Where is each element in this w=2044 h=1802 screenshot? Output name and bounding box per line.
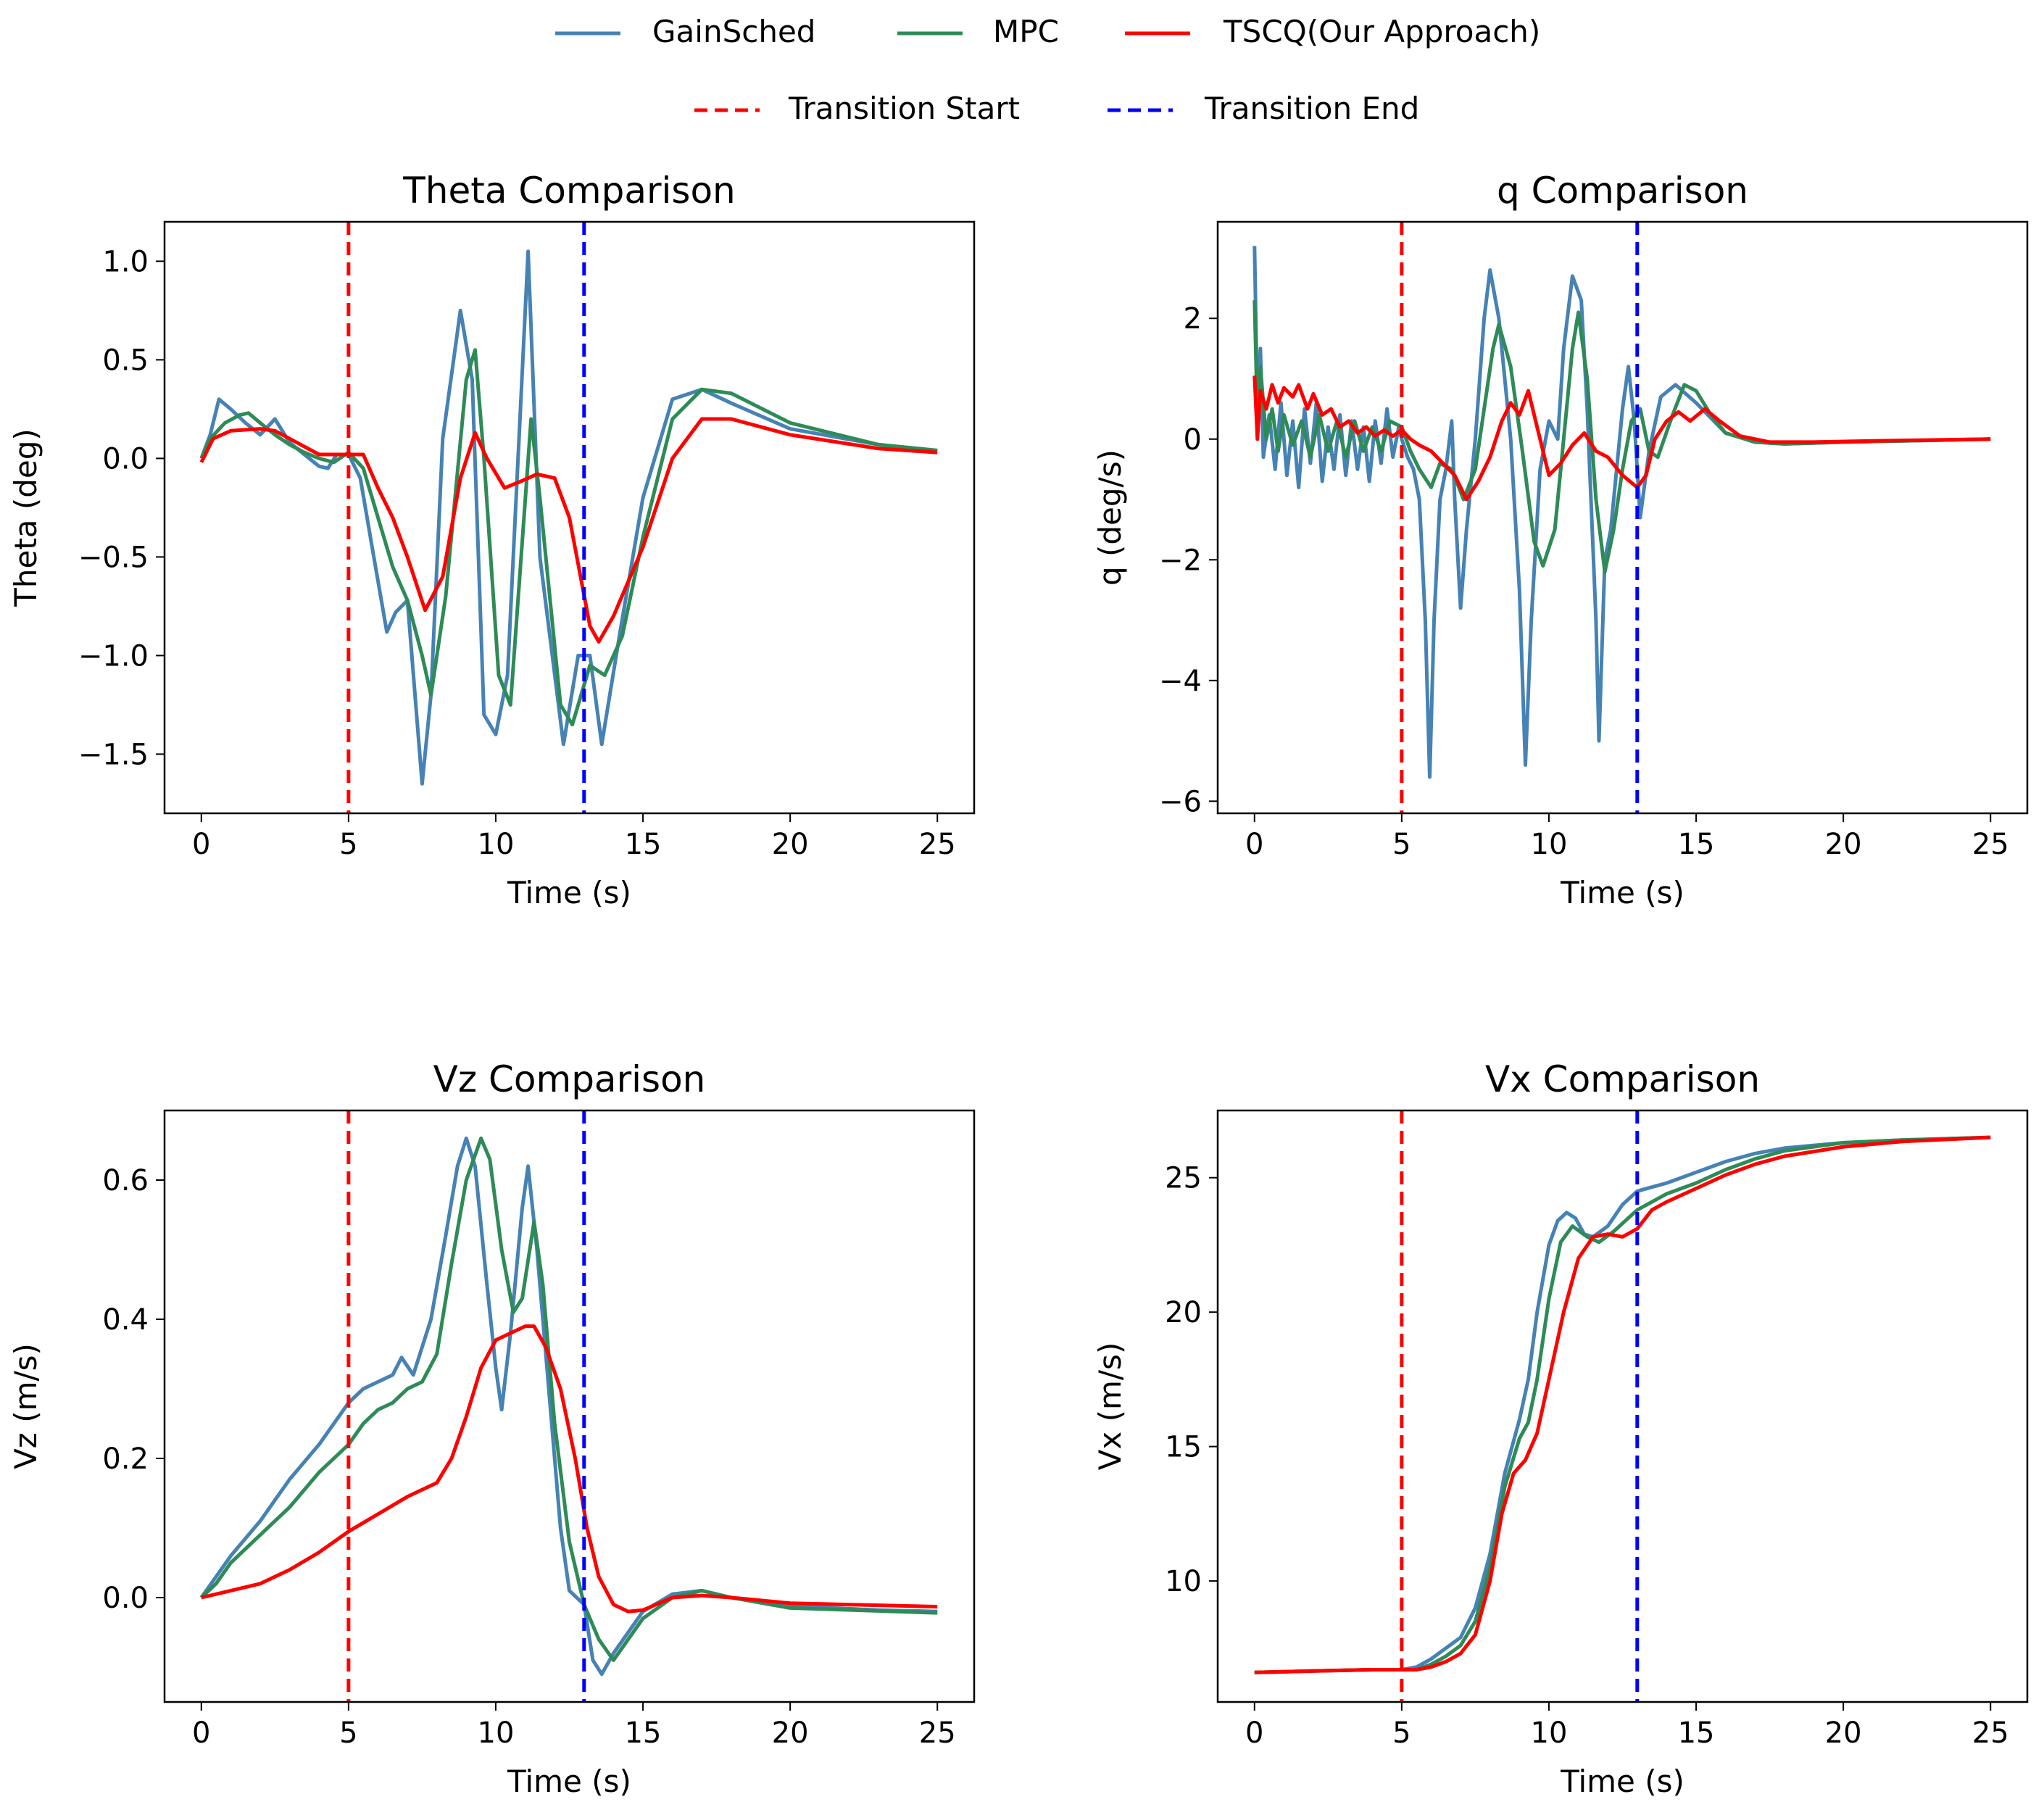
- vx-y-tick-label: 25: [1165, 1162, 1202, 1195]
- legend: GainSched MPC TSCQ(Our Approach) Transit…: [555, 14, 1540, 126]
- legend-label-tscq: TSCQ(Our Approach): [1223, 14, 1540, 49]
- vz-x-tick-label: 5: [339, 1716, 357, 1750]
- q-x-tick-label: 10: [1531, 828, 1568, 861]
- vx-x-tick-label: 25: [1972, 1716, 2009, 1750]
- vz-series-mpc: [200, 1136, 938, 1662]
- theta-x-tick-label: 10: [478, 828, 515, 861]
- legend-label-gainsched: GainSched: [652, 14, 815, 49]
- vx-x-tick-label: 0: [1245, 1716, 1263, 1750]
- q-y-tick-label: 0: [1184, 423, 1202, 457]
- vx-x-axis-label: Time (s): [1560, 1764, 1684, 1799]
- q-x-tick-label: 15: [1678, 828, 1715, 861]
- q-x-tick-label: 25: [1972, 828, 2009, 861]
- theta-y-tick-label: −0.5: [78, 541, 149, 574]
- q-axes-frame: [1216, 220, 2029, 815]
- vz-y-tick-label: 0.6: [102, 1164, 149, 1197]
- vx-y-tick-label: 15: [1165, 1431, 1202, 1464]
- q-y-tick-label: −2: [1159, 544, 1202, 577]
- vz-x-tick-label: 25: [919, 1716, 956, 1750]
- legend-item-transition-start: Transition Start: [694, 91, 1020, 126]
- vz-x-tick-label: 20: [772, 1716, 809, 1750]
- theta-x-tick-label: 0: [192, 828, 210, 861]
- subplot-vx: Vx Comparison 0 5 10 15 20 25 10 15 20 25 Time (s) V…: [1092, 1058, 2029, 1799]
- theta-chart-title: Theta Comparison: [402, 170, 736, 212]
- vx-series-tscq-our-approach: [1254, 1135, 1991, 1674]
- q-chart-title: q Comparison: [1497, 170, 1748, 212]
- q-y-axis-label: q (deg/s): [1092, 449, 1128, 586]
- theta-x-tick-label: 15: [625, 828, 662, 861]
- theta-y-tick-label: 1.0: [102, 245, 149, 278]
- theta-series-tscq-our-approach: [199, 417, 938, 644]
- vx-x-tick-label: 10: [1531, 1716, 1568, 1750]
- theta-y-tick-label: 0.5: [102, 344, 149, 377]
- legend-item-tscq: TSCQ(Our Approach): [1125, 14, 1540, 49]
- vx-x-tick-label: 20: [1825, 1716, 1862, 1750]
- vz-plot-area: [199, 1136, 938, 1677]
- q-x-tick-label: 20: [1825, 828, 1862, 861]
- legend-item-mpc: MPC: [897, 14, 1059, 49]
- subplot-vz: Vz Comparison 0 5 10 15 20 25 0.0 0.2 0.4 0.6 Time …: [8, 1058, 976, 1799]
- theta-x-tick-label: 5: [339, 828, 357, 861]
- q-y-tick-label: −6: [1159, 785, 1202, 818]
- vz-x-axis-label: Time (s): [507, 1764, 631, 1799]
- theta-y-tick-label: 0.0: [102, 442, 149, 476]
- vx-axes-frame: [1216, 1109, 2029, 1703]
- vz-y-axis-label: Vz (m/s): [8, 1343, 43, 1469]
- vz-y-tick-label: 0.0: [102, 1582, 149, 1615]
- theta-axes-frame: [163, 220, 976, 815]
- theta-plot-area: [199, 249, 938, 786]
- vz-y-tick-label: 0.4: [102, 1303, 149, 1337]
- vx-plot-area: [1254, 1135, 1991, 1674]
- vz-series-gainsched: [199, 1136, 938, 1677]
- q-y-tick-label: −4: [1159, 665, 1202, 698]
- legend-item-gainsched: GainSched: [555, 14, 815, 49]
- legend-label-transition-start: Transition Start: [788, 91, 1020, 126]
- q-x-axis-label: Time (s): [1560, 875, 1684, 910]
- theta-y-tick-label: −1.0: [78, 639, 149, 673]
- vx-y-tick-label: 20: [1165, 1296, 1202, 1329]
- q-plot-area: [1252, 246, 1991, 779]
- vx-chart-title: Vx Comparison: [1485, 1058, 1760, 1100]
- vz-y-tick-label: 0.2: [102, 1442, 149, 1476]
- legend-item-transition-end: Transition End: [1108, 91, 1419, 126]
- q-series-tscq-our-approach: [1252, 375, 1991, 502]
- legend-label-transition-end: Transition End: [1204, 91, 1419, 126]
- vx-series-gainsched: [1254, 1135, 1991, 1674]
- q-x-tick-label: 0: [1245, 828, 1263, 861]
- vx-y-axis-label: Vx (m/s): [1092, 1342, 1128, 1471]
- vz-x-tick-label: 10: [478, 1716, 515, 1750]
- theta-y-tick-label: −1.5: [78, 738, 149, 771]
- vz-chart-title: Vz Comparison: [433, 1058, 706, 1100]
- theta-series-gainsched: [199, 249, 938, 786]
- vz-series-tscq-our-approach: [201, 1324, 938, 1614]
- q-x-tick-label: 5: [1392, 828, 1411, 861]
- q-y-tick-label: 2: [1184, 302, 1202, 336]
- theta-y-axis-label: Theta (deg): [8, 428, 43, 607]
- theta-x-tick-label: 25: [919, 828, 956, 861]
- vx-x-tick-label: 5: [1392, 1716, 1411, 1750]
- vx-y-tick-label: 10: [1165, 1565, 1202, 1598]
- vz-axes-frame: [163, 1109, 976, 1703]
- vz-x-tick-label: 15: [625, 1716, 662, 1750]
- subplot-theta: Theta Comparison 0 5 10 15 20 25 −1.5 −1.0 −0.5 0.…: [8, 170, 976, 910]
- vz-x-tick-label: 0: [192, 1716, 210, 1750]
- subplot-q: q Comparison 0 5 10 15 20 25 −6 −4 −2 0 2 Time (s) q …: [1092, 170, 2029, 910]
- theta-x-tick-label: 20: [772, 828, 809, 861]
- theta-x-axis-label: Time (s): [507, 875, 631, 910]
- vx-x-tick-label: 15: [1678, 1716, 1715, 1750]
- legend-label-mpc: MPC: [993, 14, 1059, 49]
- q-series-mpc: [1252, 300, 1991, 574]
